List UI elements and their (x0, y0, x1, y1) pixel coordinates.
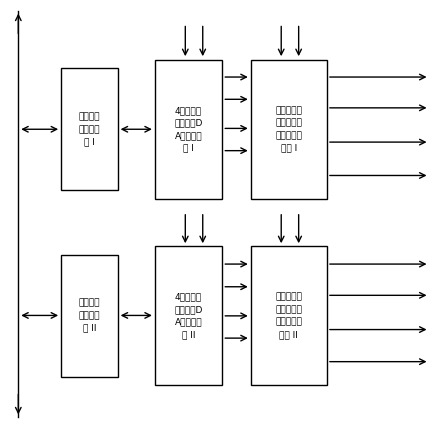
Text: 数字信号
处理器主
板 I: 数字信号 处理器主 板 I (78, 113, 100, 146)
Text: 4通道数字
上变频和D
A变换器模
块 II: 4通道数字 上变频和D A变换器模 块 II (174, 292, 203, 339)
Text: 模拟上变频
单元、幅度
电平控制器
单元 II: 模拟上变频 单元、幅度 电平控制器 单元 II (276, 292, 302, 339)
Text: 数字信号
处理器主
板 II: 数字信号 处理器主 板 II (78, 299, 100, 333)
Bar (61, 68, 118, 190)
Bar (155, 60, 222, 199)
Bar (251, 60, 327, 199)
Bar (155, 246, 222, 385)
Text: 模拟上变频
单元、幅度
电平控制器
单元 I: 模拟上变频 单元、幅度 电平控制器 单元 I (276, 106, 302, 153)
Text: 4通道数字
上变频和D
A变换器模
块 I: 4通道数字 上变频和D A变换器模 块 I (174, 106, 203, 153)
Bar (251, 246, 327, 385)
Bar (61, 255, 118, 377)
